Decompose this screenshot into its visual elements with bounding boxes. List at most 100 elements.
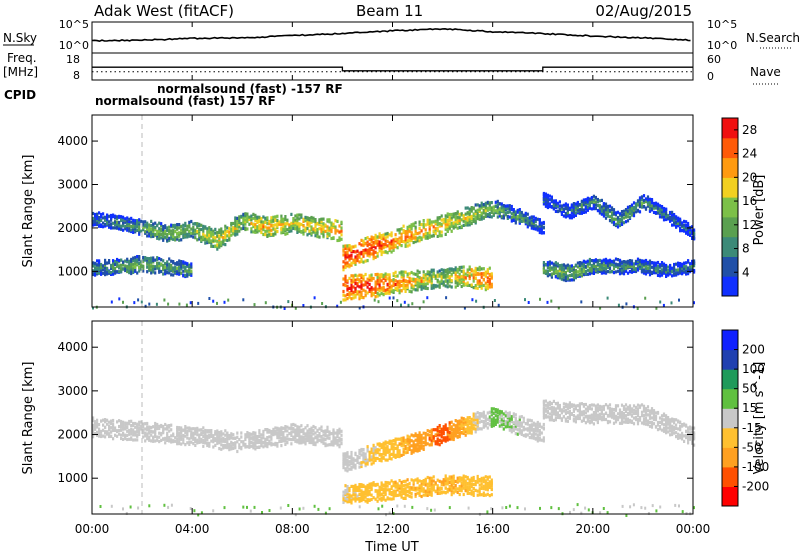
echo-cell [250, 441, 253, 445]
echo-cell [164, 436, 167, 440]
echo-cell [632, 208, 636, 212]
echo-cell [560, 270, 563, 274]
echo-cell [352, 487, 355, 491]
echo-cell [630, 209, 634, 213]
echo-cell [460, 275, 463, 279]
echo-cell [382, 497, 385, 501]
echo-cell [304, 426, 307, 430]
echo-cell [136, 255, 139, 259]
echo-cell [166, 431, 169, 435]
echo-cell [456, 220, 459, 224]
echo-cell [170, 268, 173, 272]
echo-cell [248, 445, 251, 449]
echo-cell [282, 432, 285, 436]
echo-cell [114, 223, 117, 227]
echo-cell [326, 425, 329, 429]
echo-cell [476, 267, 479, 271]
echo-cell [138, 232, 141, 236]
echo-cell [442, 273, 445, 277]
echo-cell [126, 267, 129, 271]
echo-cell [206, 441, 209, 445]
echo-cell [416, 449, 419, 453]
echo-cell [166, 434, 169, 438]
echo-cell [128, 219, 131, 224]
echo-cell [620, 215, 624, 219]
echo-cell [652, 203, 656, 207]
echo-cell [340, 437, 343, 441]
echo-cell [154, 439, 157, 443]
echo-cell [372, 249, 375, 253]
echo-cell [382, 245, 385, 249]
echo-cell [272, 432, 275, 436]
ground-scatter-cell [336, 304, 339, 308]
echo-cell [560, 277, 563, 281]
echo-cell [616, 210, 620, 214]
echo-cell [484, 422, 487, 426]
echo-cell [200, 431, 203, 436]
echo-cell [604, 202, 608, 206]
echo-cell [546, 202, 549, 207]
echo-cell [418, 275, 421, 280]
echo-cell [134, 219, 137, 223]
echo-cell [532, 434, 535, 438]
echo-cell [598, 203, 601, 208]
echo-cell [296, 425, 299, 429]
echo-cell [254, 225, 257, 229]
echo-cell [400, 232, 403, 236]
echo-cell [248, 432, 251, 436]
echo-cell [524, 216, 527, 220]
echo-cell [114, 426, 117, 430]
echo-cell [592, 200, 595, 204]
echo-cell [282, 220, 285, 224]
echo-cell [428, 232, 431, 237]
ground-scatter-cell [580, 300, 583, 304]
echo-cell [328, 226, 331, 230]
echo-cell [636, 208, 640, 212]
echo-cell [496, 203, 499, 207]
echo-cell [216, 230, 219, 235]
echo-cell [556, 276, 559, 280]
echo-cell [346, 464, 349, 468]
echo-cell [154, 221, 157, 225]
echo-cell [210, 429, 213, 433]
echo-cell [306, 435, 309, 439]
echo-cell [482, 271, 485, 276]
echo-cell [386, 282, 389, 286]
echo-cell [196, 225, 199, 229]
echo-cell [336, 443, 339, 447]
echo-cell [184, 232, 187, 236]
echo-cell [644, 270, 648, 274]
echo-cell [126, 257, 129, 261]
echo-cell [114, 433, 117, 437]
echo-cell [516, 209, 519, 213]
echo-cell [208, 433, 211, 437]
echo-cell [364, 459, 367, 463]
ground-scatter-cell [242, 298, 245, 302]
echo-cell [474, 215, 477, 219]
echo-cell [480, 267, 483, 271]
echo-cell [98, 224, 101, 228]
echo-cell [196, 426, 199, 430]
echo-cell [520, 429, 523, 433]
echo-cell [152, 435, 155, 439]
echo-cell [346, 287, 349, 291]
echo-cell [428, 224, 431, 229]
echo-cell [370, 447, 373, 451]
echo-cell [304, 226, 307, 230]
echo-cell [396, 437, 399, 441]
echo-cell [685, 231, 688, 235]
echo-cell [354, 244, 357, 248]
echo-cell [344, 244, 347, 248]
echo-cell [642, 194, 646, 198]
echo-cell [612, 221, 616, 225]
echo-cell [246, 431, 249, 435]
echo-cell [490, 407, 493, 411]
echo-cell [322, 230, 325, 234]
echo-cell [202, 232, 205, 236]
echo-cell [438, 433, 441, 437]
echo-cell [330, 225, 333, 229]
echo-cell [414, 240, 417, 244]
echo-cell [444, 436, 447, 440]
echo-cell [238, 217, 241, 221]
echo-cell [178, 268, 181, 272]
